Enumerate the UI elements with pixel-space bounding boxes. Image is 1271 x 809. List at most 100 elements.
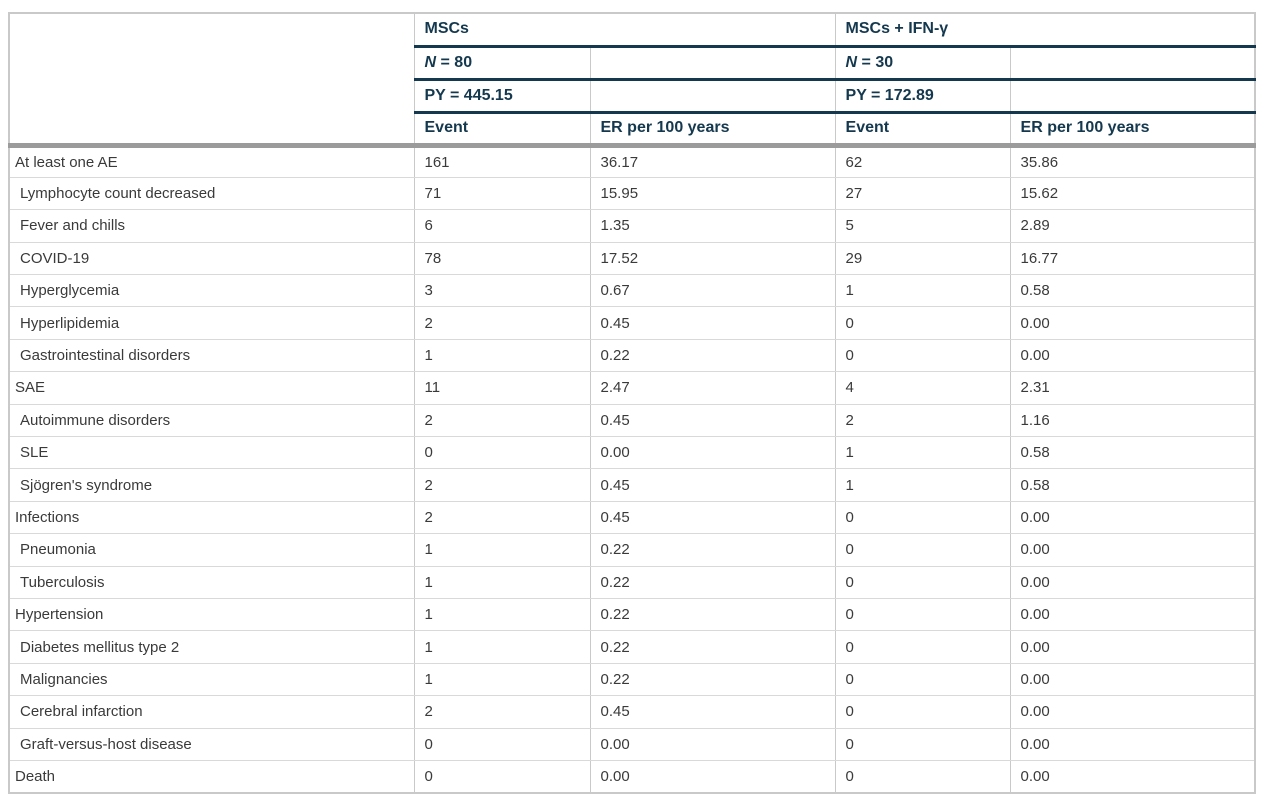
py-row-empty-cell-ifn bbox=[1009, 79, 1256, 114]
mscs-er-value: 0.45 bbox=[589, 468, 836, 502]
ae-label: At least one AE bbox=[8, 145, 415, 178]
ifn-event-value: 0 bbox=[834, 598, 1011, 632]
table-row: Graft-versus-host disease 0 0.00 0 0.00 bbox=[8, 728, 1256, 761]
ifn-er-value: 2.31 bbox=[1009, 371, 1256, 405]
table-row: Infections 2 0.45 0 0.00 bbox=[8, 501, 1256, 535]
ifn-er-value: 0.00 bbox=[1009, 566, 1256, 599]
mscs-er-value: 15.95 bbox=[589, 177, 836, 211]
table-row: Fever and chills 6 1.35 5 2.89 bbox=[8, 209, 1256, 243]
group-header-mscs-ifn: MSCs + IFN-γ bbox=[834, 13, 1256, 48]
mscs-event-value: 0 bbox=[413, 760, 591, 793]
mscs-er-value: 0.45 bbox=[589, 306, 836, 340]
ifn-er-value: 2.89 bbox=[1009, 209, 1256, 243]
ifn-er-value: 0.00 bbox=[1009, 501, 1256, 535]
ifn-event-value: 27 bbox=[834, 177, 1011, 211]
py-row-empty-cell-mscs bbox=[589, 79, 836, 114]
column-header-row: Event ER per 100 years Event ER per 100 … bbox=[9, 112, 1256, 148]
ae-label: Hyperlipidemia bbox=[8, 306, 415, 340]
mscs-event-value: 1 bbox=[413, 566, 591, 599]
table-row: Hyperglycemia 3 0.67 1 0.58 bbox=[8, 274, 1256, 308]
table-row: SLE 0 0.00 1 0.58 bbox=[8, 436, 1256, 470]
mscs-er-value: 0.22 bbox=[589, 566, 836, 599]
ifn-event-value: 0 bbox=[834, 533, 1011, 567]
corner-blank-cell bbox=[8, 13, 415, 148]
mscs-er-value: 0.45 bbox=[589, 501, 836, 535]
table-row: COVID-19 78 17.52 29 16.77 bbox=[8, 242, 1256, 276]
table-row: Tuberculosis 1 0.22 0 0.00 bbox=[8, 566, 1256, 599]
mscs-event-value: 1 bbox=[413, 533, 591, 567]
ifn-event-value: 0 bbox=[834, 728, 1011, 761]
ifn-event-value: 1 bbox=[834, 436, 1011, 470]
table-row: Malignancies 1 0.22 0 0.00 bbox=[8, 663, 1256, 697]
table-row: Autoimmune disorders 2 0.45 2 1.16 bbox=[8, 404, 1256, 438]
ifn-event-value: 0 bbox=[834, 306, 1011, 340]
ifn-er-value: 0.00 bbox=[1009, 306, 1256, 340]
n-symbol: N bbox=[845, 53, 858, 71]
mscs-er-value: 0.22 bbox=[589, 663, 836, 697]
mscs-er-value: 0.00 bbox=[589, 760, 836, 793]
mscs-event-value: 2 bbox=[413, 468, 591, 502]
ifn-er-value: 0.00 bbox=[1009, 728, 1256, 761]
mscs-er-value: 0.22 bbox=[589, 598, 836, 632]
mscs-er-value: 0.22 bbox=[589, 630, 836, 664]
mscs-er-value: 0.00 bbox=[589, 728, 836, 761]
ifn-event-value: 0 bbox=[834, 630, 1011, 664]
ae-label: Pneumonia bbox=[8, 533, 415, 567]
ae-label: Infections bbox=[8, 501, 415, 535]
ifn-event-value: 0 bbox=[834, 339, 1011, 373]
ifn-event-value: 5 bbox=[834, 209, 1011, 243]
table-row: Hyperlipidemia 2 0.45 0 0.00 bbox=[8, 306, 1256, 340]
ifn-er-value: 0.00 bbox=[1009, 533, 1256, 567]
ifn-event-value: 4 bbox=[834, 371, 1011, 405]
ifn-er-value: 0.00 bbox=[1009, 663, 1256, 697]
table-header: MSCs MSCs + IFN-γ N = 80 N = 30 PY = 445… bbox=[8, 13, 1256, 148]
ifn-er-value: 15.62 bbox=[1009, 177, 1256, 211]
ae-label: Tuberculosis bbox=[8, 566, 415, 599]
table-row: Lymphocyte count decreased 71 15.95 27 1… bbox=[8, 177, 1256, 211]
mscs-event-value: 11 bbox=[413, 371, 591, 405]
n-value-mscs: N = 80 bbox=[413, 46, 591, 81]
ifn-event-value: 1 bbox=[834, 468, 1011, 502]
mscs-er-value: 0.45 bbox=[589, 404, 836, 438]
mscs-event-value: 1 bbox=[413, 598, 591, 632]
ifn-er-value: 0.00 bbox=[1009, 598, 1256, 632]
ifn-event-value: 1 bbox=[834, 274, 1011, 308]
group-title-row: MSCs MSCs + IFN-γ bbox=[8, 13, 1256, 148]
ae-label: Fever and chills bbox=[8, 209, 415, 243]
mscs-er-value: 17.52 bbox=[589, 242, 836, 276]
table-row: Death 0 0.00 0 0.00 bbox=[8, 760, 1256, 793]
col-header-event-ifn: Event bbox=[834, 112, 1011, 148]
mscs-event-value: 71 bbox=[413, 177, 591, 211]
mscs-event-value: 161 bbox=[413, 145, 591, 178]
mscs-er-value: 0.22 bbox=[589, 339, 836, 373]
mscs-event-value: 1 bbox=[413, 663, 591, 697]
ifn-event-value: 62 bbox=[834, 145, 1011, 178]
ifn-er-value: 0.58 bbox=[1009, 468, 1256, 502]
mscs-er-value: 36.17 bbox=[589, 145, 836, 178]
py-value-ifn: PY = 172.89 bbox=[834, 79, 1011, 114]
ae-label: Diabetes mellitus type 2 bbox=[8, 630, 415, 664]
ifn-er-value: 0.00 bbox=[1009, 695, 1256, 729]
ifn-er-value: 0.58 bbox=[1009, 436, 1256, 470]
mscs-er-value: 0.00 bbox=[589, 436, 836, 470]
mscs-event-value: 6 bbox=[413, 209, 591, 243]
n-row-empty-cell-mscs bbox=[589, 46, 836, 81]
mscs-event-value: 2 bbox=[413, 501, 591, 535]
mscs-er-value: 0.45 bbox=[589, 695, 836, 729]
mscs-event-value: 2 bbox=[413, 306, 591, 340]
mscs-event-value: 78 bbox=[413, 242, 591, 276]
mscs-event-value: 0 bbox=[413, 436, 591, 470]
mscs-er-value: 1.35 bbox=[589, 209, 836, 243]
table-row: Sjögren's syndrome 2 0.45 1 0.58 bbox=[8, 468, 1256, 502]
ifn-er-value: 0.00 bbox=[1009, 630, 1256, 664]
ifn-er-value: 0.00 bbox=[1009, 760, 1256, 793]
mscs-event-value: 1 bbox=[413, 630, 591, 664]
mscs-event-value: 2 bbox=[413, 695, 591, 729]
ae-label: Hyperglycemia bbox=[8, 274, 415, 308]
n-symbol: N bbox=[424, 53, 437, 71]
table-row: Diabetes mellitus type 2 1 0.22 0 0.00 bbox=[8, 630, 1256, 664]
ifn-er-value: 1.16 bbox=[1009, 404, 1256, 438]
mscs-er-value: 0.67 bbox=[589, 274, 836, 308]
n-number: = 30 bbox=[857, 53, 894, 71]
mscs-er-value: 2.47 bbox=[589, 371, 836, 405]
